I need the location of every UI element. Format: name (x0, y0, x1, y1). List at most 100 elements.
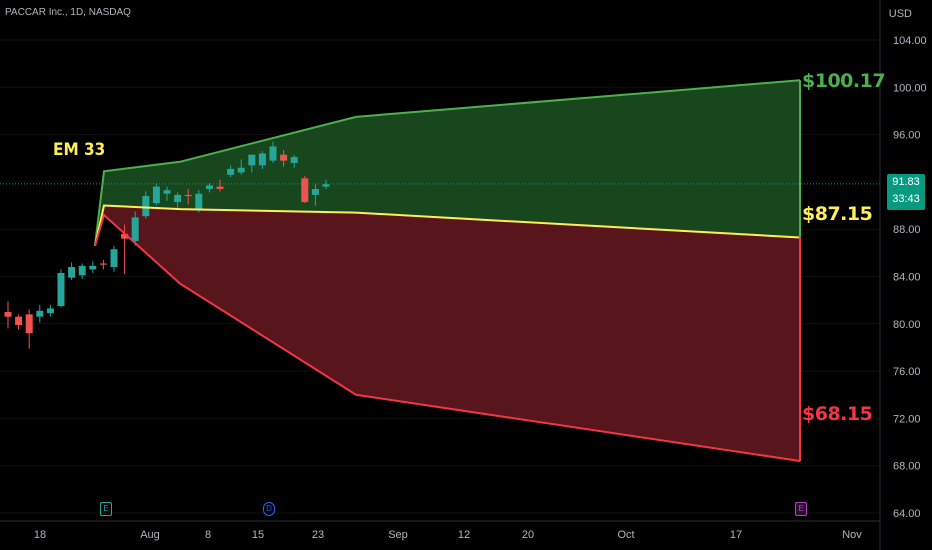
candle-body (205, 185, 213, 189)
candle-body (195, 193, 203, 211)
earnings-event-icon[interactable]: E (100, 502, 112, 516)
candle-body (280, 154, 288, 161)
candle (258, 151, 266, 169)
candle-body (216, 186, 224, 189)
em-label: EM 33 (53, 140, 106, 160)
candle (131, 211, 139, 246)
price-tick-label: 68.00 (893, 461, 921, 473)
candle (163, 186, 171, 201)
downside-zone (95, 205, 800, 461)
upper-level-label: $100.17 (802, 70, 886, 92)
time-tick-label: 8 (205, 529, 211, 541)
candle-body (227, 168, 235, 175)
expected-move-lines (94, 79, 801, 462)
candle (269, 141, 277, 163)
candles (4, 141, 330, 349)
price-tick-label: 88.00 (893, 224, 921, 236)
time-tick-label: 23 (312, 529, 324, 541)
candle (36, 304, 44, 323)
last-price-tag: 91.83 33:43 (887, 174, 925, 210)
symbol-title: PACCAR Inc., 1D, NASDAQ (5, 7, 131, 18)
candle-body (25, 314, 33, 334)
mid-level-label: $87.15 (802, 203, 873, 225)
candle (4, 301, 12, 329)
candle-body (99, 263, 107, 265)
price-axis[interactable]: 64.0068.0072.0076.0080.0084.0088.0092.00… (893, 35, 927, 520)
price-tick-label: 96.00 (893, 130, 921, 142)
candle-body (258, 153, 266, 166)
candle (99, 259, 107, 270)
time-tick-label: 20 (522, 529, 534, 541)
time-tick-label: Oct (617, 529, 634, 541)
upside-zone (95, 80, 800, 246)
candle (322, 179, 330, 189)
candle (184, 188, 192, 205)
lower-bound-line (94, 213, 801, 462)
price-tick-label: 80.00 (893, 319, 921, 331)
candle (227, 165, 235, 178)
price-tick-label: 84.00 (893, 272, 921, 284)
candle-body (131, 217, 139, 242)
lower-level-label: $68.15 (802, 403, 873, 425)
candle-body (269, 146, 277, 161)
time-tick-label: Nov (842, 529, 862, 541)
candle (290, 154, 298, 168)
currency-label: USD (888, 8, 912, 20)
price-tick-label: 76.00 (893, 366, 921, 378)
candle-body (36, 310, 44, 317)
expected-move-zones (95, 80, 800, 461)
price-tick-label: 64.00 (893, 508, 921, 520)
candle (248, 154, 256, 173)
mid-line (94, 204, 801, 246)
candle (110, 245, 118, 272)
candle (301, 175, 309, 204)
dividend-event-icon[interactable]: D (263, 502, 275, 516)
candle (57, 269, 65, 308)
earnings-event-icon-upcoming[interactable]: E (795, 502, 807, 516)
candle-body (78, 265, 86, 276)
candle-body (121, 233, 129, 239)
candle (78, 263, 86, 279)
candle-body (163, 190, 171, 194)
candle-body (290, 157, 298, 163)
time-tick-label: 17 (730, 529, 742, 541)
time-axis[interactable]: 18 Aug 8 15 23 Sep 12 20 Oct 17 Nov (34, 529, 862, 541)
time-tick-label: 15 (252, 529, 264, 541)
candle-body (142, 196, 150, 217)
candle (174, 192, 182, 208)
candle-body (46, 308, 54, 314)
candle (280, 149, 288, 167)
candle-body (184, 194, 192, 197)
candle-body (4, 311, 12, 317)
candle (311, 184, 319, 206)
candle (89, 261, 97, 273)
candle-body (68, 267, 76, 278)
bar-countdown: 33:43 (892, 193, 920, 205)
candle (205, 183, 213, 193)
candle-body (152, 186, 160, 204)
candle-body (15, 316, 23, 325)
candle (152, 183, 160, 206)
candle-body (322, 184, 330, 187)
candle (25, 309, 33, 349)
time-tick-label: Sep (388, 529, 408, 541)
candle-body (311, 188, 319, 195)
time-tick-label: 12 (458, 529, 470, 541)
candle (15, 314, 23, 330)
candle (216, 179, 224, 192)
candle-body (237, 167, 245, 173)
candle-body (301, 178, 309, 203)
price-tick-label: 100.00 (893, 82, 927, 94)
time-tick-label: Aug (140, 529, 160, 541)
last-price-value: 91.83 (892, 176, 920, 188)
candle-body (174, 194, 182, 203)
candle (68, 262, 76, 281)
candle-body (110, 249, 118, 268)
candle-body (57, 272, 65, 307)
candle-body (248, 154, 256, 166)
price-tick-label: 104.00 (893, 35, 927, 47)
candle (142, 191, 150, 219)
candle (237, 159, 245, 175)
time-tick-label: 18 (34, 529, 46, 541)
